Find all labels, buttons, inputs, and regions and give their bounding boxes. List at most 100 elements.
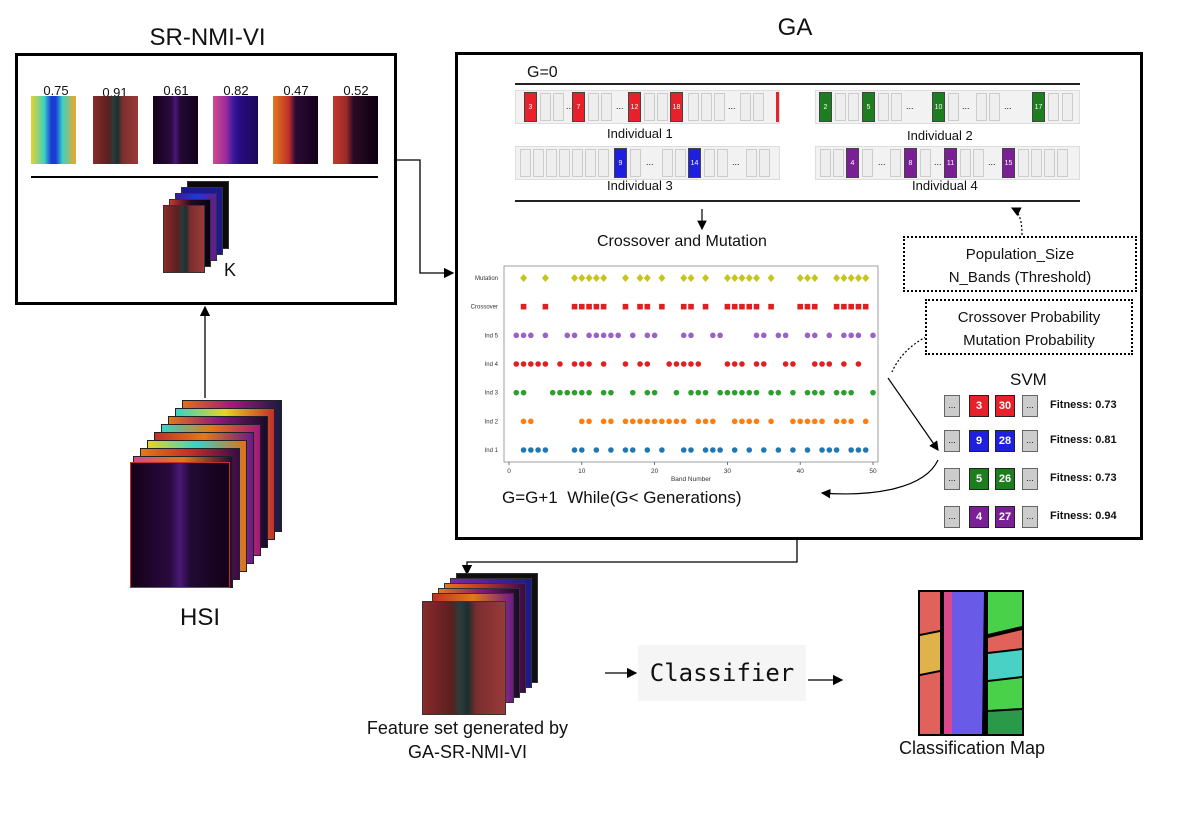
individual-2-label: Individual 2 bbox=[907, 128, 973, 143]
ellipsis: ... bbox=[988, 157, 996, 167]
gene-5: 5 bbox=[862, 92, 875, 122]
scatter-point bbox=[855, 332, 862, 339]
scatter-point bbox=[600, 332, 607, 339]
series-label: Ind 3 bbox=[485, 391, 499, 397]
scatter-point bbox=[862, 274, 870, 282]
scatter-point bbox=[666, 418, 672, 425]
svm-band-a: 5 bbox=[969, 468, 989, 490]
x-tick-label: 30 bbox=[724, 468, 732, 475]
scatter-point bbox=[811, 389, 818, 396]
gene-14: 14 bbox=[688, 148, 701, 178]
scatter-point bbox=[557, 361, 563, 367]
scatter-point bbox=[848, 332, 854, 339]
scatter-point bbox=[528, 332, 534, 339]
scatter-point bbox=[826, 361, 833, 367]
scatter-point bbox=[862, 303, 869, 310]
scatter-point bbox=[586, 332, 592, 339]
scatter-point bbox=[680, 418, 687, 425]
scatter-point bbox=[636, 274, 644, 282]
feature-set-stack bbox=[422, 573, 542, 715]
score-label: 0.82 bbox=[223, 83, 249, 98]
srnmivi-box: 0.75 0.91 0.61 0.82 0.47 0.52 K bbox=[15, 53, 397, 305]
srnmivi-to-ga-arrow bbox=[397, 159, 455, 279]
crossover-title: Crossover and Mutation bbox=[597, 233, 767, 250]
scatter-point bbox=[644, 361, 651, 367]
scatter-point bbox=[535, 361, 541, 367]
scatter-point bbox=[811, 303, 818, 310]
scatter-point bbox=[578, 274, 586, 282]
gene-18: 18 bbox=[670, 92, 683, 122]
scatter-point bbox=[717, 332, 723, 339]
scatter-point bbox=[739, 361, 745, 367]
scatter-point bbox=[680, 274, 688, 282]
scatter-point bbox=[629, 418, 636, 425]
divider bbox=[31, 176, 378, 178]
series-label: Ind 5 bbox=[485, 333, 499, 339]
gene-10: 10 bbox=[932, 92, 945, 122]
scatter-point bbox=[797, 418, 803, 425]
scatter-point bbox=[731, 361, 738, 367]
individual-3-label: Individual 3 bbox=[607, 178, 673, 193]
gene-17: 17 bbox=[1032, 92, 1045, 122]
scatter-point bbox=[571, 447, 578, 453]
scatter-point bbox=[761, 361, 767, 367]
scatter-point bbox=[731, 447, 738, 453]
scatter-point bbox=[651, 389, 658, 396]
scatter-point bbox=[819, 447, 825, 453]
scatter-point bbox=[528, 447, 534, 453]
scatter-point bbox=[790, 361, 796, 367]
scatter-point bbox=[790, 447, 796, 453]
scatter-point bbox=[549, 389, 556, 396]
x-tick-label: 40 bbox=[797, 468, 805, 475]
scatter-point bbox=[804, 303, 811, 310]
individual-1-chromosome: 3 ... 7 ... 12 ... 18 ... bbox=[515, 90, 780, 124]
selected-stack bbox=[163, 181, 253, 276]
scatter-point bbox=[841, 332, 847, 339]
params-to-population-arrow bbox=[1010, 207, 1023, 236]
scatter-point bbox=[644, 332, 651, 339]
svm-fitness: Fitness: 0.81 bbox=[1050, 434, 1117, 446]
scatter-point bbox=[803, 274, 811, 282]
ga-box bbox=[455, 52, 1143, 540]
scatter-point bbox=[870, 389, 876, 396]
scatter-point bbox=[622, 303, 629, 310]
k-label: K bbox=[224, 260, 237, 280]
scatter-point bbox=[702, 418, 709, 425]
ellipsis: ... bbox=[1004, 101, 1012, 111]
svm-band-b: 28 bbox=[995, 430, 1015, 452]
classification-map-caption: Classification Map bbox=[898, 738, 1046, 758]
scatter-point bbox=[542, 361, 549, 367]
band-image-4 bbox=[213, 96, 258, 164]
scatter-point bbox=[753, 418, 760, 425]
scatter-point bbox=[841, 361, 847, 367]
scatter-point bbox=[593, 332, 600, 339]
svm-band-a: 9 bbox=[969, 430, 989, 452]
svm-fitness: Fitness: 0.73 bbox=[1050, 472, 1117, 484]
scatter-point bbox=[848, 303, 854, 310]
scatter-point bbox=[600, 418, 607, 425]
svm-fitness: Fitness: 0.94 bbox=[1050, 510, 1117, 522]
scatter-point bbox=[571, 303, 578, 310]
scatter-point bbox=[790, 389, 796, 396]
svm-ellipsis-box: ... bbox=[1022, 395, 1038, 417]
scatter-point bbox=[811, 332, 818, 339]
scatter-point bbox=[520, 361, 527, 367]
params-to-chart-arrow bbox=[891, 336, 927, 373]
scatter-point bbox=[520, 332, 527, 339]
individual-3-chromosome: 9 ... 14 ... ... bbox=[515, 146, 780, 180]
svm-band-b: 27 bbox=[995, 506, 1015, 528]
band-image-6 bbox=[333, 96, 378, 164]
scatter-point bbox=[768, 418, 774, 425]
loop-label: G=G+1 While(G< Generations) bbox=[502, 488, 742, 507]
scatter-point bbox=[535, 447, 541, 453]
scatter-point bbox=[600, 389, 607, 396]
scatter-point bbox=[687, 274, 695, 282]
svm-ellipsis-box: ... bbox=[944, 506, 960, 528]
scatter-point bbox=[571, 389, 578, 396]
band-scatter-chart: Mutation Crossover Ind 5 Ind 4 Ind 3 Ind 2 Ind… bbox=[471, 265, 879, 483]
scatter-point bbox=[840, 274, 848, 282]
scatter-point bbox=[804, 389, 811, 396]
scatter-point bbox=[643, 274, 651, 282]
scatter-point bbox=[775, 332, 782, 339]
scatter-point bbox=[637, 418, 643, 425]
